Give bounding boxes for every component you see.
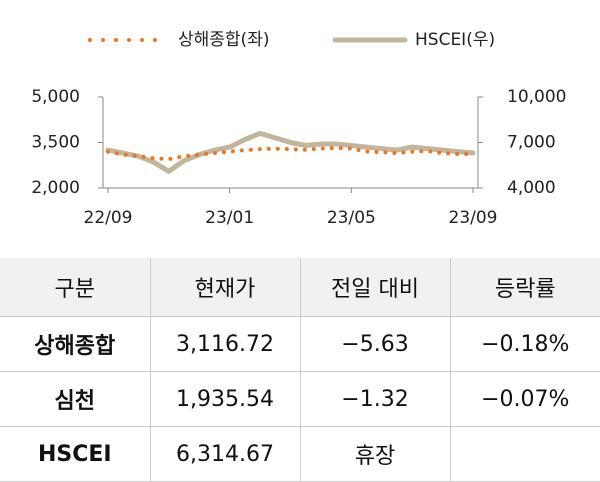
table-cell: −0.18% <box>449 316 600 372</box>
y-tick-label: 2,000 <box>31 178 80 198</box>
header-cell: 구분 <box>0 258 150 317</box>
header-cell: 현재가 <box>149 258 300 317</box>
table-cell: −1.32 <box>299 371 450 427</box>
y2-tick-label: 4,000 <box>507 178 556 198</box>
y2-tick-label: 7,000 <box>507 133 556 153</box>
table-cell: 휴장 <box>299 426 450 482</box>
x-tick-label: 23/09 <box>449 208 498 228</box>
legend-label: HSCEI(우) <box>415 30 495 50</box>
table-cell: HSCEI <box>0 426 150 482</box>
x-tick-label: 23/01 <box>205 208 254 228</box>
table-cell: −5.63 <box>299 316 450 372</box>
table-cell: 심천 <box>0 371 150 427</box>
chart: 2,000 3,500 5,000 4,000 7,000 10,000 22/09 23/0… <box>31 30 566 228</box>
table-row: 상해종합 3,116.72 −5.63 −0.18% <box>0 316 600 372</box>
legend-label: 상해종합(좌) <box>178 30 269 50</box>
table-cell <box>449 426 600 482</box>
table-cell: 6,314.67 <box>149 426 300 482</box>
table-cell: 상해종합 <box>0 316 150 372</box>
table: 구분 현재가 전일 대비 등락률 상해종합 3,116.72 −5.63 −0.18% 심천 1,… <box>0 258 600 482</box>
series-line <box>105 130 476 174</box>
table-cell: 3,116.72 <box>149 316 300 372</box>
y2-tick-label: 10,000 <box>507 87 566 107</box>
table-cell: 1,935.54 <box>149 371 300 427</box>
header-cell: 전일 대비 <box>299 258 450 317</box>
header-row: 구분 현재가 전일 대비 등락률 <box>0 258 600 317</box>
table-cell: −0.07% <box>449 371 600 427</box>
table-row: 심천 1,935.54 −1.32 −0.07% <box>0 371 600 427</box>
y-tick-label: 5,000 <box>31 87 80 107</box>
series-line <box>106 146 475 162</box>
x-tick-label: 23/05 <box>327 208 376 228</box>
header-cell: 등락률 <box>449 258 600 317</box>
x-tick-label: 22/09 <box>84 208 133 228</box>
table-row: HSCEI 6,314.67 휴장 <box>0 426 600 482</box>
y-tick-label: 3,500 <box>31 133 80 153</box>
